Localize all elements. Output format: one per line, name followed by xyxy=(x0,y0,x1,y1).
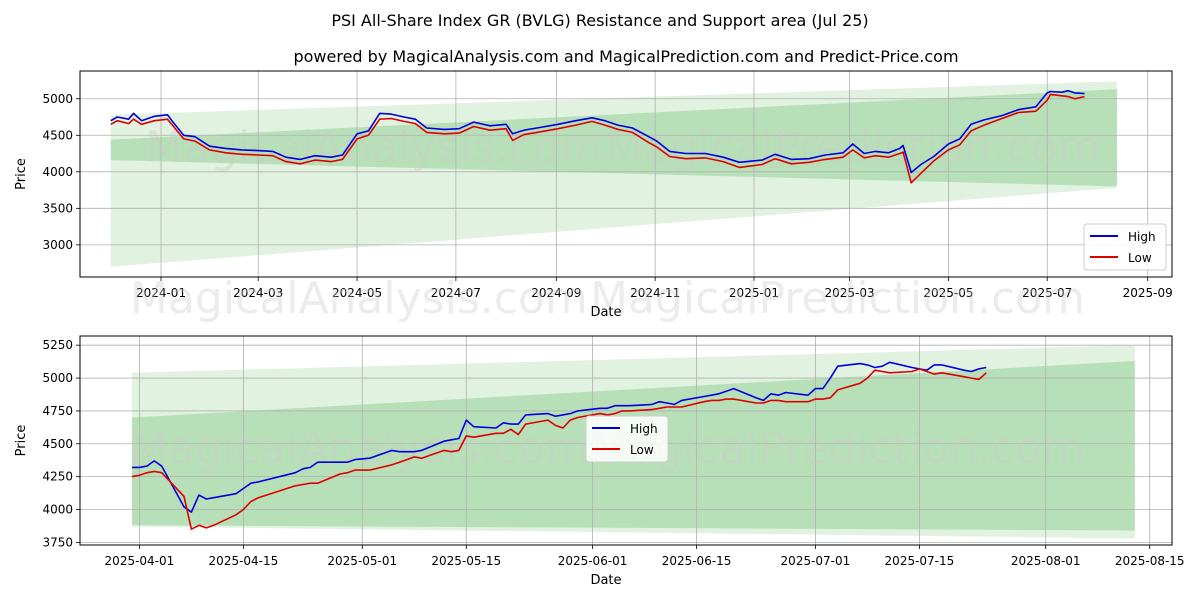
x-tick-label: 2025-07-15 xyxy=(885,554,955,568)
watermark-text: MagicalPrediction.com xyxy=(590,423,1085,474)
y-tick-label: 4000 xyxy=(42,503,73,517)
y-tick-label: 4500 xyxy=(42,437,73,451)
y-tick-label: 4500 xyxy=(42,128,73,142)
high-series-line xyxy=(132,361,987,513)
y-tick-label: 5250 xyxy=(42,338,73,352)
x-tick-label: 2024-07 xyxy=(431,286,481,300)
x-tick-label: 2024-03 xyxy=(233,286,283,300)
x-tick-label: 2025-08-15 xyxy=(1115,554,1185,568)
watermark-text: MagicalAnalysis.com xyxy=(130,273,588,324)
legend-low-label: Low xyxy=(1128,251,1152,265)
x-tick-label: 2025-05 xyxy=(923,286,973,300)
y-tick-label: 3500 xyxy=(42,201,73,215)
y-axis-title: Price xyxy=(14,158,29,190)
dark-band xyxy=(110,89,1117,187)
y-tick-label: 5000 xyxy=(42,92,73,106)
x-tick-label: 2025-08-01 xyxy=(1011,554,1081,568)
x-axis-title: Date xyxy=(590,573,621,588)
high-series-line xyxy=(110,89,1085,174)
x-tick-label: 2025-06-15 xyxy=(662,554,732,568)
x-tick-label: 2025-05-01 xyxy=(327,554,397,568)
plot-frame xyxy=(79,70,1173,278)
low-series-line xyxy=(131,368,987,530)
x-tick-label: 2024-01 xyxy=(136,286,186,300)
legend-low-label: Low xyxy=(630,443,654,457)
low-series-line xyxy=(110,93,1085,184)
x-tick-label: 2024-05 xyxy=(332,286,382,300)
plot-frame xyxy=(79,335,1173,546)
y-axis-title: Price xyxy=(14,425,29,457)
bottom-chart-panel: 3750 4000 4250 4500 4750 5000 5250 2025-04-01 20… xyxy=(14,335,1185,588)
x-tick-label: 2025-04-15 xyxy=(209,554,279,568)
y-tick-label: 4000 xyxy=(42,165,73,179)
chart-subtitle: powered by MagicalAnalysis.com and Magic… xyxy=(293,47,958,66)
x-tick-label: 2025-06-01 xyxy=(558,554,628,568)
x-tick-label: 2025-04-01 xyxy=(105,554,175,568)
y-tick-label: 4750 xyxy=(42,404,73,418)
x-axis-title: Date xyxy=(590,305,621,320)
watermark-text: MagicalPrediction.com xyxy=(605,122,1100,173)
chart-title: PSI All-Share Index GR (BVLG) Resistance… xyxy=(331,11,868,30)
x-tick-label: 2025-07 xyxy=(1022,286,1072,300)
x-tick-label: 2024-11 xyxy=(630,286,680,300)
top-chart-panel: 3000 3500 4000 4500 5000 2024-01 2024-03 2024-0… xyxy=(14,70,1173,324)
y-tick-label: 3750 xyxy=(42,535,73,549)
y-tick-label: 5000 xyxy=(42,371,73,385)
x-tick-label: 2025-03 xyxy=(825,286,875,300)
x-tick-label: 2025-07-01 xyxy=(781,554,851,568)
y-tick-label: 3000 xyxy=(42,238,73,252)
watermark-text: MagicalPrediction.com xyxy=(590,273,1085,324)
x-tick-label: 2025-05-15 xyxy=(431,554,501,568)
x-tick-label: 2024-09 xyxy=(531,286,581,300)
legend-high-label: High xyxy=(630,422,658,436)
x-tick-label: 2025-09 xyxy=(1123,286,1173,300)
x-tick-label: 2025-01 xyxy=(729,286,779,300)
y-tick-label: 4250 xyxy=(42,470,73,484)
legend-high-label: High xyxy=(1128,230,1156,244)
watermark-text: MagicalAnalysis.com xyxy=(130,423,588,474)
